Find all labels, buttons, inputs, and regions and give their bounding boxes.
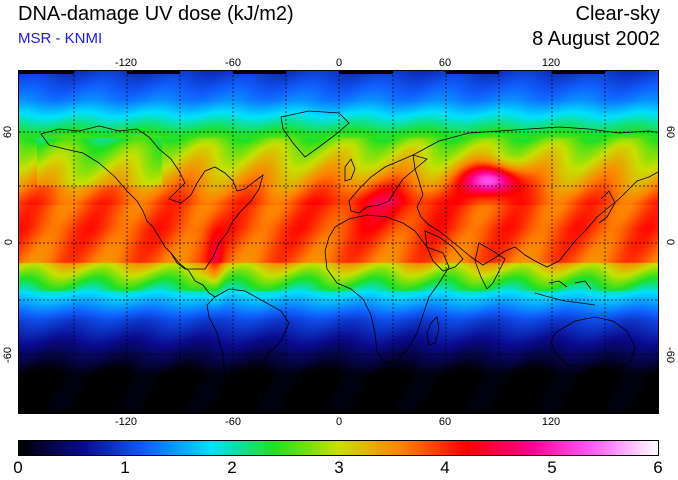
lat-tick-left: 0 [3,238,16,246]
new-zealand-coast [644,370,656,392]
uk-coast [344,158,356,182]
lat-tick-right: 0 [664,238,677,246]
australia-coast [550,316,636,372]
lat-tick-right: -60 [663,347,676,363]
lon-tick-top: -120 [114,57,138,69]
arabia-coast [424,230,464,272]
lat-tick-left: -60 [1,347,14,363]
lat-tick-left: 60 [2,125,15,139]
lat-tick-right: 60 [664,125,677,139]
europe-coast [348,154,428,214]
map-date: 8 August 2002 [532,28,660,50]
madagascar-coast [426,316,440,346]
lon-tick-bottom: 120 [541,416,561,428]
lon-tick-top: 60 [438,57,452,69]
map-source: MSR - KNMI [18,30,103,47]
colorbar-label: 4 [440,458,450,477]
colorbar-label: 3 [334,458,344,477]
colorbar-label: 5 [547,458,557,477]
central-america-coast [170,252,216,298]
lon-tick-top: 0 [335,57,343,69]
lon-tick-bottom: -120 [114,416,138,428]
lon-tick-bottom: 60 [438,416,452,428]
coastlines [19,71,658,413]
uv-dose-map [18,70,659,414]
colorbar-label: 0 [13,458,23,477]
map-title: DNA-damage UV dose (kJ/m2) [18,3,294,25]
africa-coast [324,214,450,364]
colorbar-label: 1 [120,458,130,477]
colorbar-label: 2 [227,458,237,477]
north-america-coast [40,125,264,270]
colorbar [18,440,659,456]
lon-tick-bottom: -60 [225,416,241,428]
india-coast [474,242,506,290]
frame-ticks [19,71,605,413]
japan-coast [598,190,616,224]
lon-tick-top: -60 [225,57,241,69]
sky-condition: Clear-sky [575,3,660,25]
south-america-coast [206,288,290,408]
indonesia-coast [534,280,596,306]
lon-tick-bottom: 0 [335,416,343,428]
greenland-coast [280,110,350,158]
asia-coast [412,126,658,268]
colorbar-label: 6 [653,458,663,477]
graticule [19,71,658,413]
lon-tick-top: 120 [541,57,561,69]
uv-dose-field [19,71,658,413]
